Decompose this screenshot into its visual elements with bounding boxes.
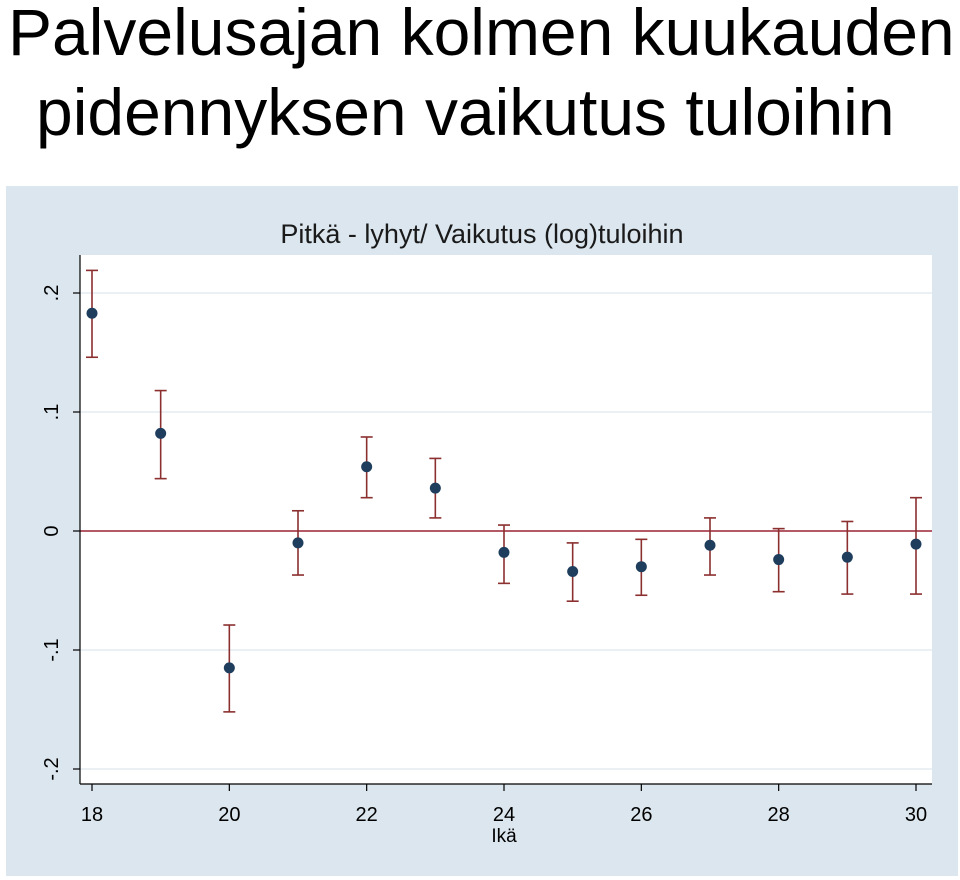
y-tick-label: 0 [41,525,63,536]
data-point [773,554,785,566]
data-point [223,662,235,674]
data-point [704,539,716,551]
y-axis: .2 .1 0 -.1 -.2 [41,285,80,781]
x-tick-label: 26 [630,804,652,826]
data-point [841,551,853,563]
data-point [292,537,304,549]
data-point [567,565,579,577]
y-tick-label: -.2 [41,757,63,780]
data-point [910,538,922,550]
data-point [429,482,441,494]
data-point [498,546,510,558]
y-tick-label: .1 [41,404,63,421]
data-point [86,307,98,319]
x-tick-label: 28 [768,804,790,826]
data-points [86,307,922,674]
gridlines [80,292,932,770]
data-point [155,427,167,439]
y-tick-label: -.1 [41,638,63,661]
data-point [635,561,647,573]
chart-title: Pitkä - lyhyt/ Vaikutus (log)tuloihin [280,219,683,249]
x-tick-label: 30 [905,804,927,826]
y-tick-label: .2 [41,285,63,302]
x-tick-label: 18 [81,804,103,826]
x-axis-label: Ikä [491,826,517,847]
slide-title-line2: pidennyksen vaikutus tuloihin [36,75,895,149]
x-tick-label: 24 [493,804,515,826]
x-tick-label: 20 [218,804,240,826]
x-tick-label: 22 [356,804,378,826]
x-axis: 18 20 22 24 26 28 30 [81,784,927,826]
plot-area [80,255,932,784]
data-point [361,461,373,473]
slide-title: Palvelusajan kolmen kuukauden pidennykse… [8,0,958,152]
slide-title-line1: Palvelusajan kolmen kuukauden [8,0,955,69]
